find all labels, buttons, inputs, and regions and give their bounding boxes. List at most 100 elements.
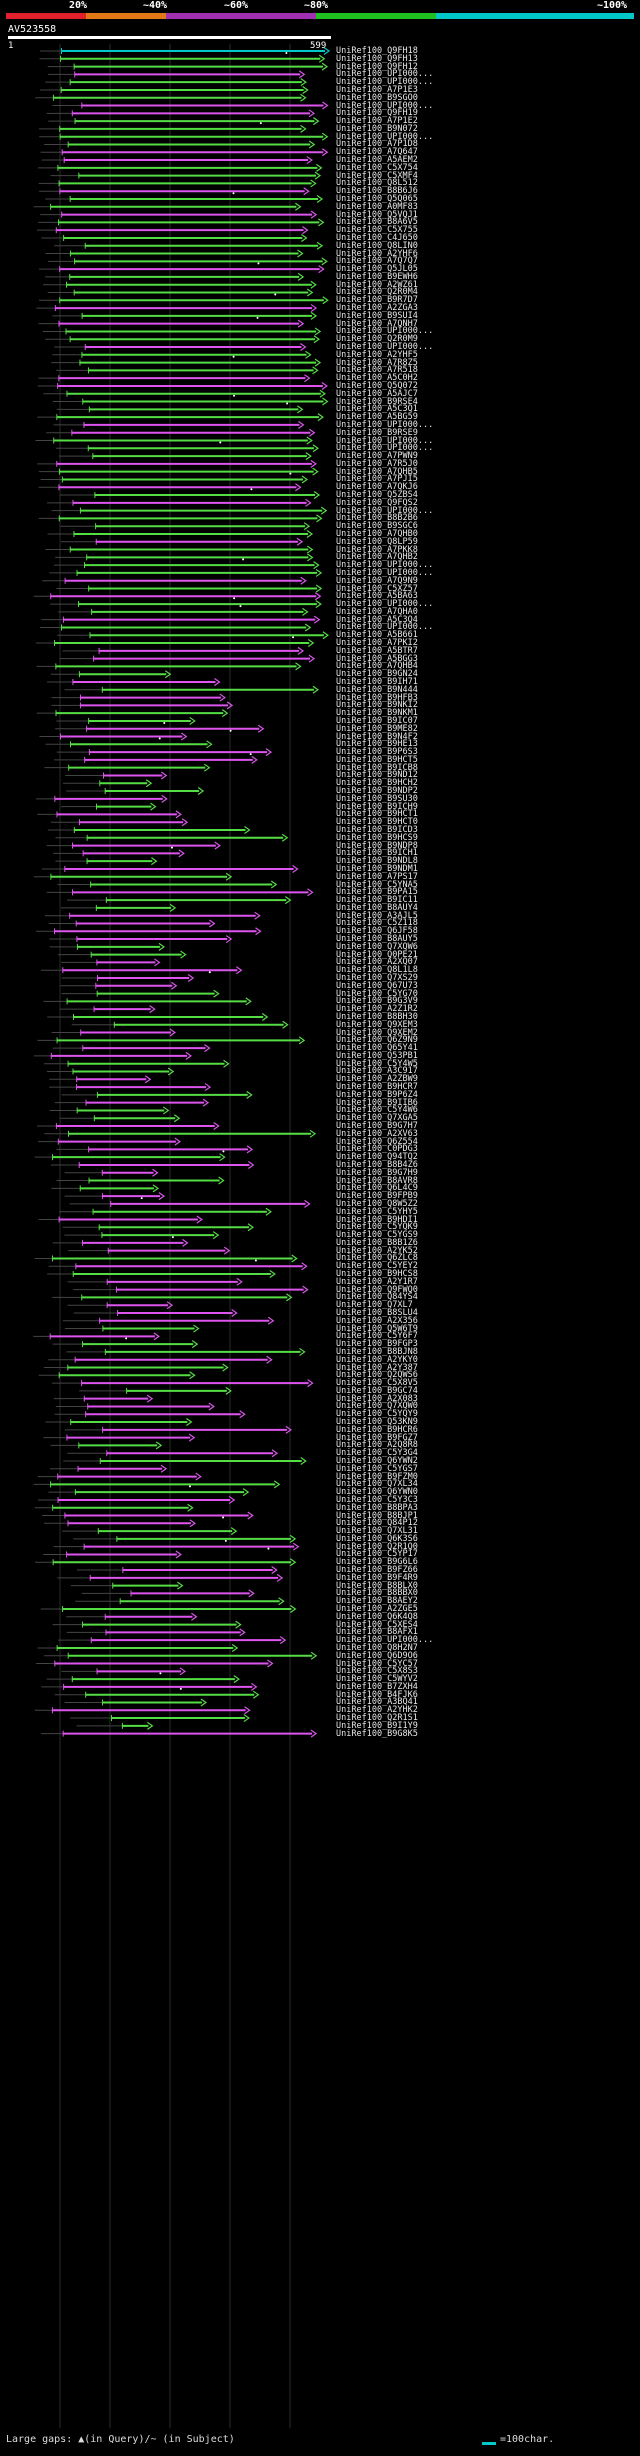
hit-name-link[interactable]: UniRef100_Q53KN9 [336, 1417, 418, 1428]
hit-name-link[interactable]: UniRef100_A7R5J0 [336, 458, 418, 469]
hit-name-link[interactable]: UniRef100_B9GN24 [336, 669, 418, 680]
hit-name-link[interactable]: UniRef100_C5YC57 [336, 1658, 418, 1669]
hit-name-link[interactable]: UniRef100_B8B1Z6 [336, 1237, 418, 1248]
hit-name-link[interactable]: UniRef100_B9PA15 [336, 887, 418, 898]
hit-name-link[interactable]: UniRef100_B9HCT0 [336, 817, 418, 828]
hit-name-link[interactable]: UniRef100_B9ICB8 [336, 762, 418, 773]
hit-name-link[interactable]: UniRef100_Q6K4Q8 [336, 1611, 418, 1622]
hit-name-link[interactable]: UniRef100_C5Z118 [336, 918, 418, 929]
hit-name-link[interactable]: UniRef100_B8BPA3 [336, 1502, 418, 1513]
hit-name-link[interactable]: UniRef100_Q84YS4 [336, 1292, 418, 1303]
hit-name-link[interactable]: UniRef100_Q94TQ2 [336, 1152, 418, 1163]
hit-name-link[interactable]: UniRef100_Q2QWS6 [336, 1370, 418, 1381]
hit-name-link[interactable]: UniRef100_B8B6J6 [336, 186, 418, 197]
hit-name-link[interactable]: UniRef100_B9RSE4 [336, 396, 418, 407]
hit-name-link[interactable]: UniRef100_B9HCH2 [336, 778, 418, 789]
hit-name-link[interactable]: UniRef100_A2YHF6 [336, 248, 418, 259]
hit-name-link[interactable]: UniRef100_Q0PE21 [336, 949, 418, 960]
hit-name-link[interactable]: UniRef100_B9N444 [336, 684, 418, 695]
hit-name-link[interactable]: UniRef100_Q5VQJ1 [336, 209, 418, 220]
hit-name-link[interactable]: UniRef100_C5X754 [336, 162, 418, 173]
hit-name-link[interactable]: UniRef100_B9HCR7 [336, 1082, 418, 1093]
hit-name-link[interactable]: UniRef100_UPI000... [336, 342, 434, 353]
hit-name-link[interactable]: UniRef100_B9ICH9 [336, 801, 418, 812]
hit-name-link[interactable]: UniRef100_B9NDL8 [336, 856, 418, 867]
hit-name-link[interactable]: UniRef100_C4J650 [336, 232, 418, 243]
hit-name-link[interactable]: UniRef100_Q9FH18 [336, 46, 418, 56]
hit-name-link[interactable]: UniRef100_B9FPB9 [336, 1191, 418, 1202]
hit-name-link[interactable]: UniRef100_A5C3Q1 [336, 404, 418, 415]
hit-name-link[interactable]: UniRef100_C5YHY5 [336, 1206, 418, 1217]
hit-name-link[interactable]: UniRef100_B8A6V5 [336, 217, 418, 228]
hit-name-link[interactable]: UniRef100_Q6L4C9 [336, 1183, 418, 1194]
hit-name-link[interactable]: UniRef100_A7PS17 [336, 871, 418, 882]
hit-name-link[interactable]: UniRef100_B8B4Z6 [336, 1159, 418, 1170]
hit-name-link[interactable]: UniRef100_Q7XL34 [336, 1479, 418, 1490]
hit-name-link[interactable]: UniRef100_A7PKI2 [336, 638, 418, 649]
hit-name-link[interactable]: UniRef100_Q5JL05 [336, 264, 418, 275]
hit-name-link[interactable]: UniRef100_B9FZM0 [336, 1471, 418, 1482]
hit-name-link[interactable]: UniRef100_Q7XS29 [336, 973, 418, 983]
hit-name-link[interactable]: UniRef100_C5Y4W5 [336, 1058, 418, 1069]
hit-name-link[interactable]: UniRef100_B8AUY4 [336, 902, 418, 913]
hit-name-link[interactable]: UniRef100_A5BGG3 [336, 653, 418, 664]
hit-name-link[interactable]: UniRef100_B8AVR8 [336, 1175, 418, 1186]
hit-name-link[interactable]: UniRef100_C5WYV2 [336, 1674, 418, 1685]
hit-name-link[interactable]: UniRef100_B9SU30 [336, 793, 418, 804]
hit-name-link[interactable]: UniRef100_Q65Y41 [336, 1043, 418, 1054]
hit-name-link[interactable]: UniRef100_C5XZ57 [336, 583, 418, 594]
hit-name-link[interactable]: UniRef100_C5XMF4 [336, 170, 418, 181]
hit-name-link[interactable]: UniRef100_A2YHK2 [336, 1705, 418, 1716]
hit-name-link[interactable]: UniRef100_B9G6L6 [336, 1557, 418, 1568]
hit-name-link[interactable]: UniRef100_UPI000... [336, 100, 434, 111]
hit-name-link[interactable]: UniRef100_Q6D9O6 [336, 1650, 418, 1661]
hit-name-link[interactable]: UniRef100_B9ICD3 [336, 825, 418, 835]
hit-name-link[interactable]: UniRef100_C5Y3G4 [336, 1448, 418, 1459]
hit-name-link[interactable]: UniRef100_A5BG59 [336, 412, 418, 423]
hit-name-link[interactable]: UniRef100_B8AFX1 [336, 1627, 418, 1638]
hit-name-link[interactable]: UniRef100_B9I1Y9 [336, 1720, 418, 1731]
hit-name-link[interactable]: UniRef100_A7R8Z5 [336, 357, 418, 368]
hit-name-link[interactable]: UniRef100_A0MF83 [336, 201, 418, 212]
hit-name-link[interactable]: UniRef100_B8BBX0 [336, 1588, 418, 1599]
hit-name-link[interactable]: UniRef100_B9NKI2 [336, 700, 418, 711]
hit-name-link[interactable]: UniRef100_B9P6S3 [336, 747, 418, 758]
hit-name-link[interactable]: UniRef100_Q8L512 [336, 178, 418, 189]
hit-name-link[interactable]: UniRef100_B7ZXH4 [336, 1681, 418, 1692]
hit-name-link[interactable]: UniRef100_B9ND12 [336, 770, 418, 781]
hit-name-link[interactable]: UniRef100_A2Q8R8 [336, 1440, 418, 1451]
hit-name-link[interactable]: UniRef100_A7QNH7 [336, 318, 418, 329]
hit-name-link[interactable]: UniRef100_B9SGO0 [336, 92, 418, 103]
hit-name-link[interactable]: UniRef100_Q9XEM2 [336, 1027, 418, 1038]
hit-name-link[interactable]: UniRef100_Q8LIN0 [336, 240, 418, 251]
hit-name-link[interactable]: UniRef100_Q6ZLC8 [336, 1253, 418, 1264]
hit-name-link[interactable]: UniRef100_A2XV63 [336, 1128, 418, 1139]
hit-name-link[interactable]: UniRef100_C5X8V5 [336, 1378, 418, 1389]
hit-name-link[interactable]: UniRef100_Q67U73 [336, 980, 418, 991]
hit-name-link[interactable]: UniRef100_B9HDI1 [336, 1214, 418, 1225]
hit-name-link[interactable]: UniRef100_A7P1D8 [336, 139, 418, 150]
hit-name-link[interactable]: UniRef100_A2X356 [336, 1315, 418, 1326]
hit-name-link[interactable]: UniRef100_UPI000... [336, 69, 434, 80]
hit-name-link[interactable]: UniRef100_Q9FQS2 [336, 497, 418, 508]
hit-name-link[interactable]: UniRef100_Q9FH13 [336, 53, 418, 64]
hit-name-link[interactable]: UniRef100_UPI000... [336, 560, 434, 571]
hit-name-link[interactable]: UniRef100_B9HCS9 [336, 832, 418, 843]
hit-name-link[interactable]: UniRef100_B9R7D7 [336, 295, 418, 306]
hit-name-link[interactable]: UniRef100_B9NDP2 [336, 786, 418, 797]
hit-name-link[interactable]: UniRef100_A7QHB5 [336, 466, 418, 477]
hit-name-link[interactable]: UniRef100_Q8LP59 [336, 536, 418, 547]
hit-name-link[interactable]: UniRef100_B9P6Z4 [336, 1089, 418, 1100]
hit-name-link[interactable]: UniRef100_B9RSE9 [336, 427, 418, 438]
hit-name-link[interactable]: UniRef100_Q5Q065 [336, 194, 418, 204]
hit-name-link[interactable]: UniRef100_A5C3Q4 [336, 614, 418, 625]
hit-name-link[interactable]: UniRef100_A2ZGA3 [336, 303, 418, 314]
hit-name-link[interactable]: UniRef100_B8SLU4 [336, 1307, 418, 1318]
hit-name-link[interactable]: UniRef100_UPI000... [336, 599, 434, 610]
hit-name-link[interactable]: UniRef100_Q6K3S6 [336, 1533, 418, 1544]
hit-name-link[interactable]: UniRef100_A2WZ61 [336, 279, 418, 290]
hit-name-link[interactable]: UniRef100_Q2R0M9 [336, 334, 418, 345]
hit-name-link[interactable]: UniRef100_A2YHF5 [336, 349, 418, 360]
hit-name-link[interactable]: UniRef100_A3AJL5 [336, 910, 418, 921]
hit-name-link[interactable]: UniRef100_B8BH30 [336, 1011, 418, 1022]
